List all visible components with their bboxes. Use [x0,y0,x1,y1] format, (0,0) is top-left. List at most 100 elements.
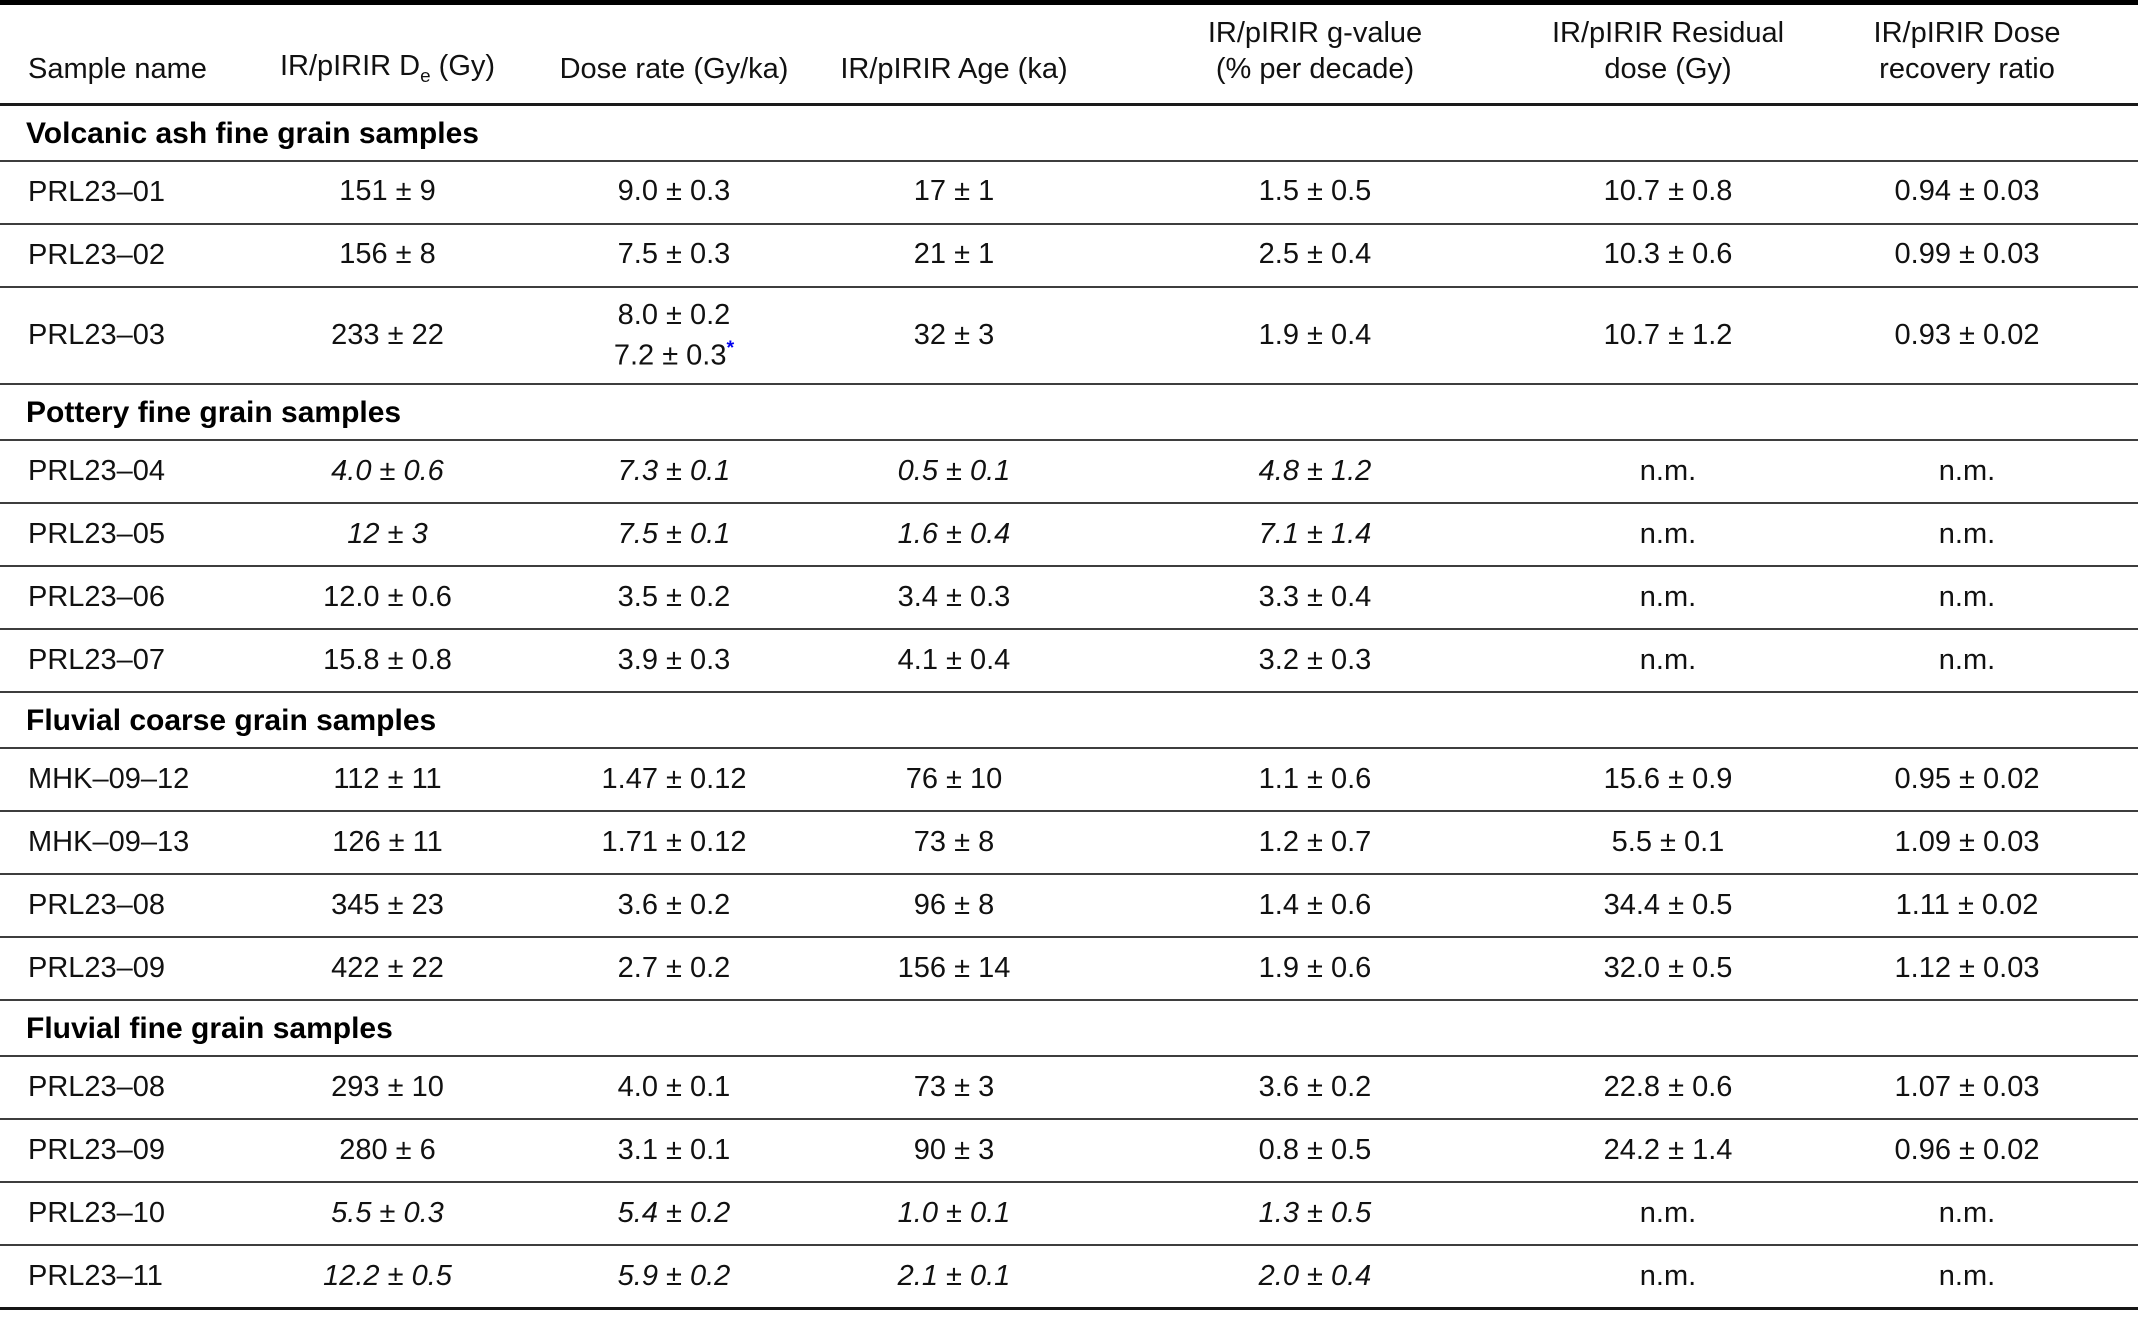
sample-name-cell: PRL23–07 [28,644,166,677]
value-line: 1.11 ± 0.02 [1895,889,2039,922]
value-cell: 5.4 ± 0.2 [530,1182,818,1245]
value-cell: 1.9 ± 0.4 [1090,287,1540,385]
col-header-dose-rate: Dose rate (Gy/ka) [559,52,789,85]
section-title: Fluvial fine grain samples [26,1012,393,1046]
value-line: 4.0 ± 0.1 [617,1071,731,1104]
value-line: 5.5 ± 0.1 [1611,826,1725,859]
value-cell: 12.0 ± 0.6 [245,566,530,629]
value-cell: 76 ± 10 [818,748,1090,811]
value-line: 1.09 ± 0.03 [1894,826,2040,859]
value-cell: 90 ± 3 [818,1119,1090,1182]
value-line: 126 ± 11 [332,826,443,859]
value-cell: 32.0 ± 0.5 [1540,937,1796,1000]
value-cell: 12.2 ± 0.5 [245,1245,530,1308]
value-cell: 1.0 ± 0.1 [818,1182,1090,1245]
value-cell: 0.99 ± 0.03 [1796,224,2138,287]
value-line: 1.3 ± 0.5 [1258,1197,1372,1230]
value-cell: 3.9 ± 0.3 [530,629,818,692]
value-cell: 4.0 ± 0.6 [245,440,530,503]
table-row: PRL23–06 12.0 ± 0.6 3.5 ± 0.2 3.4 ± 0.3 3.3 … [0,566,2138,630]
col-header-dose-recovery: IR/pIRIR Dose recovery ratio [1796,3,2138,105]
value-line: 1.0 ± 0.1 [897,1197,1011,1230]
value-line: 12.2 ± 0.5 [323,1260,452,1293]
value-line: 5.9 ± 0.2 [617,1260,731,1293]
value-line: 5.4 ± 0.2 [617,1197,731,1230]
value-line: 0.99 ± 0.03 [1894,238,2040,271]
value-cell: 73 ± 3 [818,1056,1090,1119]
table-row: PRL23–07 15.8 ± 0.8 3.9 ± 0.3 4.1 ± 0.4 3.2 … [0,629,2138,693]
col-header-age: IR/pIRIR Age (ka) [840,52,1068,85]
value-cell: n.m. [1796,629,2138,692]
value-cell: 3.6 ± 0.2 [1090,1056,1540,1119]
value-line: n.m. [1938,1260,1996,1293]
value-cell: 280 ± 6 [245,1119,530,1182]
value-cell: 422 ± 22 [245,937,530,1000]
value-line: 3.6 ± 0.2 [1258,1071,1372,1104]
value-cell: 15.6 ± 0.9 [1540,748,1796,811]
value-cell: 0.5 ± 0.1 [818,440,1090,503]
footnote-asterisk: * [726,336,735,359]
value-line: 3.4 ± 0.3 [897,581,1011,614]
value-line: 3.6 ± 0.2 [617,889,731,922]
value-line: 0.96 ± 0.02 [1894,1134,2040,1167]
value-line: 32 ± 3 [913,318,995,351]
sample-name-cell: PRL23–08 [28,1071,166,1104]
value-line: 0.95 ± 0.02 [1894,763,2040,796]
table-row: PRL23–04 4.0 ± 0.6 7.3 ± 0.1 0.5 ± 0.1 4.8 ±… [0,440,2138,504]
value-cell: 22.8 ± 0.6 [1540,1056,1796,1119]
value-line: 73 ± 3 [913,1071,995,1104]
value-cell: 3.3 ± 0.4 [1090,566,1540,629]
value-line: 10.7 ± 0.8 [1603,175,1733,208]
value-line: 1.07 ± 0.03 [1894,1071,2040,1104]
value-line: 10.3 ± 0.6 [1603,238,1733,271]
value-cell: 126 ± 11 [245,811,530,874]
value-line: 8.0 ± 0.2 [617,298,731,331]
table-row: PRL23–08 345 ± 23 3.6 ± 0.2 96 ± 8 1.4 ± 0.6… [0,874,2138,938]
value-cell: 34.4 ± 0.5 [1540,874,1796,937]
sample-name-cell: PRL23–06 [28,581,166,614]
section-header-row: Fluvial fine grain samples [0,1000,2138,1057]
value-cell: 10.7 ± 1.2 [1540,287,1796,385]
value-cell: 1.11 ± 0.02 [1796,874,2138,937]
value-line: n.m. [1938,644,1996,677]
sample-name-cell: PRL23–09 [28,1134,166,1167]
value-line: 2.7 ± 0.2 [617,952,731,985]
value-cell: 3.6 ± 0.2 [530,874,818,937]
value-cell: 1.1 ± 0.6 [1090,748,1540,811]
sample-name-cell: PRL23–01 [28,175,166,208]
value-cell: 3.1 ± 0.1 [530,1119,818,1182]
value-line: 156 ± 14 [897,952,1011,985]
value-cell: 3.2 ± 0.3 [1090,629,1540,692]
value-line: 24.2 ± 1.4 [1603,1134,1733,1167]
value-cell: 15.8 ± 0.8 [245,629,530,692]
col-header-g-value: IR/pIRIR g-value (% per decade) [1090,3,1540,105]
table-row: PRL23–09 280 ± 6 3.1 ± 0.1 90 ± 3 0.8 ± 0.5 2… [0,1119,2138,1183]
value-line: 1.9 ± 0.6 [1258,952,1372,985]
value-cell: n.m. [1796,440,2138,503]
table-row: PRL23–10 5.5 ± 0.3 5.4 ± 0.2 1.0 ± 0.1 1.3 ±… [0,1182,2138,1246]
value-cell: 12 ± 3 [245,503,530,566]
value-cell: 2.5 ± 0.4 [1090,224,1540,287]
sample-name-cell: MHK–09–12 [28,763,190,796]
value-cell: 8.0 ± 0.2 7.2 ± 0.3* [530,287,818,385]
table-row: PRL23–11 12.2 ± 0.5 5.9 ± 0.2 2.1 ± 0.1 2.0 … [0,1245,2138,1309]
value-cell: 1.3 ± 0.5 [1090,1182,1540,1245]
value-line: 4.0 ± 0.6 [331,455,444,488]
subscript-e: e [420,64,431,86]
col-header-residual-dose: IR/pIRIR Residual dose (Gy) [1540,3,1796,105]
value-cell: 7.3 ± 0.1 [530,440,818,503]
value-line: 1.12 ± 0.03 [1894,952,2040,985]
value-line: n.m. [1938,518,1996,551]
value-cell: n.m. [1540,440,1796,503]
value-line: 0.8 ± 0.5 [1258,1134,1372,1167]
value-line: 156 ± 8 [339,238,436,271]
value-cell: 9.0 ± 0.3 [530,161,818,224]
value-line: 0.93 ± 0.02 [1894,318,2040,351]
value-line: 2.0 ± 0.4 [1258,1260,1372,1293]
value-cell: 10.7 ± 0.8 [1540,161,1796,224]
sample-name-cell: MHK–09–13 [28,826,190,859]
value-cell: 96 ± 8 [818,874,1090,937]
value-cell: 156 ± 14 [818,937,1090,1000]
col-header-recovery-line2: recovery ratio [1879,52,2055,85]
